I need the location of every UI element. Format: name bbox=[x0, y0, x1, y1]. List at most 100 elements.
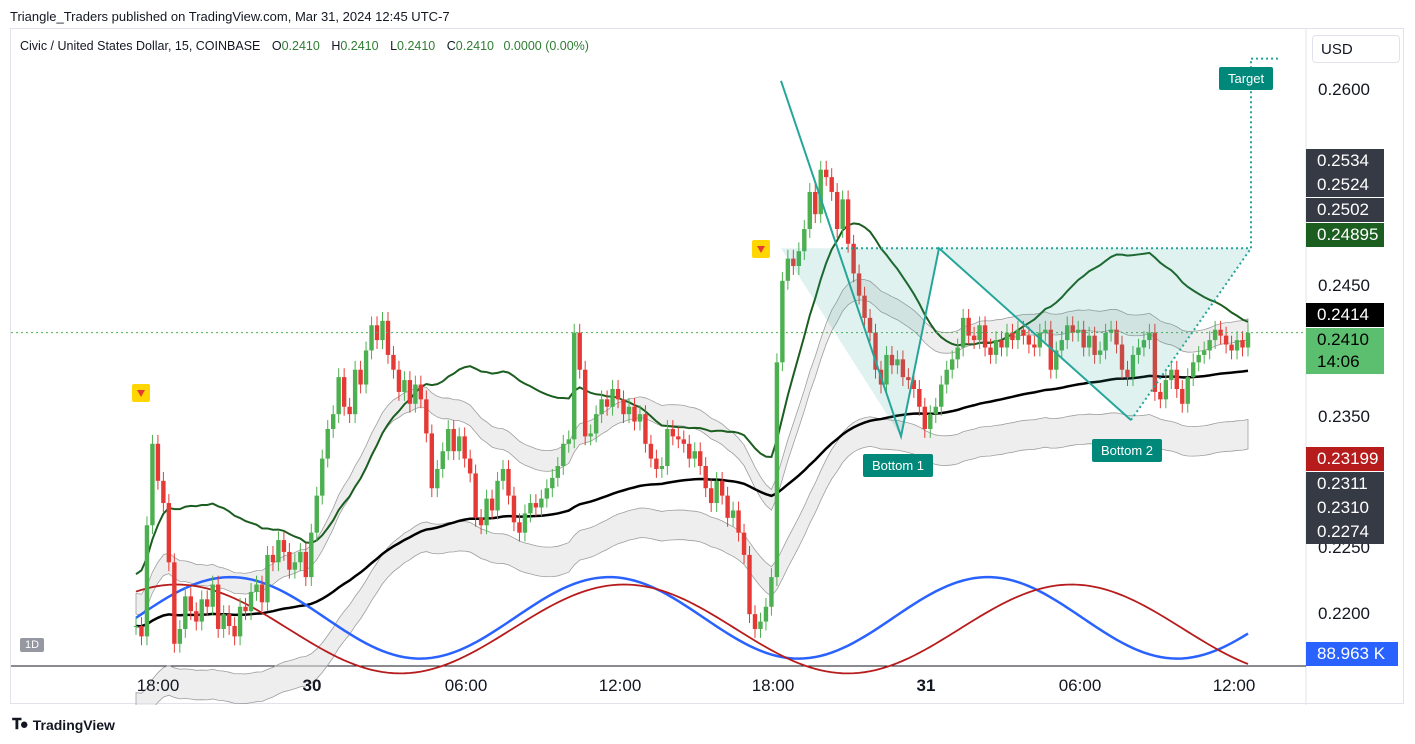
time-tick-label: 06:00 bbox=[1058, 676, 1102, 695]
candle-body bbox=[1048, 329, 1053, 370]
currency-selector[interactable]: USD bbox=[1312, 35, 1400, 63]
candle-body bbox=[281, 540, 287, 552]
candle-body bbox=[856, 273, 862, 296]
candle-body bbox=[561, 443, 566, 467]
candle-body bbox=[199, 599, 204, 622]
candle-body bbox=[1201, 350, 1207, 355]
upper-green-line bbox=[135, 222, 1249, 575]
candle-body bbox=[1163, 380, 1169, 400]
candle-body bbox=[1015, 329, 1021, 341]
candle-body bbox=[1169, 369, 1174, 381]
candle-body bbox=[780, 280, 785, 363]
candle-body bbox=[1119, 344, 1125, 370]
candle-body bbox=[648, 443, 654, 459]
candle-body bbox=[851, 243, 856, 274]
candle-body bbox=[1136, 347, 1141, 355]
candle-body bbox=[643, 414, 648, 444]
candle-body bbox=[391, 354, 396, 370]
candle-body bbox=[582, 369, 588, 437]
candle-body bbox=[796, 251, 802, 267]
candle-body bbox=[615, 388, 621, 400]
candle-body bbox=[1103, 332, 1108, 351]
candle-body bbox=[659, 466, 665, 469]
price-axis-label: 0.2534 bbox=[1306, 149, 1384, 173]
candle-body bbox=[1141, 340, 1147, 348]
symbol-legend: Civic / United States Dollar, 15, COINBA… bbox=[20, 39, 589, 53]
bottom-2-label: Bottom 2 bbox=[1092, 439, 1163, 462]
candle-body bbox=[1092, 335, 1097, 355]
candle-body bbox=[1004, 332, 1010, 348]
candle-body bbox=[347, 406, 352, 415]
candle-body bbox=[599, 399, 604, 415]
candle-body bbox=[1075, 329, 1081, 333]
candle-body bbox=[396, 369, 402, 392]
candle-body bbox=[922, 406, 928, 429]
price-axis-label: 0.24895 bbox=[1306, 223, 1384, 247]
price-axis-label: 14:06 bbox=[1306, 350, 1384, 374]
candle-body bbox=[1191, 362, 1196, 378]
time-tick-label: 06:00 bbox=[444, 676, 488, 695]
candle-body bbox=[1026, 335, 1032, 345]
candle-body bbox=[385, 320, 391, 355]
tradingview-logo-icon: 𝐓● bbox=[12, 716, 29, 733]
close-key: C bbox=[446, 39, 456, 53]
footer-brand-text: TradingView bbox=[32, 716, 115, 733]
candle-body bbox=[205, 599, 210, 607]
candle-body bbox=[873, 332, 878, 370]
candle-body bbox=[730, 510, 736, 518]
candle-body bbox=[1152, 332, 1158, 392]
candle-body bbox=[298, 551, 303, 563]
open-key: O bbox=[271, 39, 282, 53]
candle-body bbox=[144, 525, 150, 637]
candle-body bbox=[270, 554, 276, 563]
candle-body bbox=[341, 377, 347, 407]
low-key: L bbox=[390, 39, 398, 53]
candle-body bbox=[528, 503, 533, 514]
candle-body bbox=[719, 480, 725, 496]
candle-body bbox=[889, 354, 895, 366]
candle-body bbox=[226, 614, 232, 627]
candle-body bbox=[988, 347, 993, 355]
candle-body bbox=[413, 384, 418, 404]
candle-body bbox=[654, 458, 659, 469]
candle-body bbox=[840, 199, 845, 229]
candle-body bbox=[884, 354, 889, 385]
double-bottom-fill bbox=[781, 248, 1251, 437]
candle-body bbox=[626, 406, 632, 415]
low-value: 0.2410 bbox=[397, 39, 436, 53]
candle-body bbox=[966, 317, 971, 336]
candle-body bbox=[566, 439, 571, 444]
time-tick-label: 30 bbox=[302, 676, 322, 695]
candle-body bbox=[1059, 340, 1064, 351]
candle-body bbox=[769, 577, 774, 607]
price-chart[interactable] bbox=[11, 29, 1405, 705]
interval-badge: 1D bbox=[20, 638, 45, 652]
candle-body bbox=[1223, 335, 1229, 345]
candle-body bbox=[845, 199, 851, 244]
candle-body bbox=[741, 532, 747, 555]
candle-body bbox=[577, 332, 582, 370]
candle-body bbox=[955, 347, 960, 360]
candle-body bbox=[676, 436, 681, 440]
candle-body bbox=[539, 498, 544, 508]
candle-body bbox=[774, 362, 780, 578]
candle-body bbox=[917, 388, 922, 407]
candle-body bbox=[352, 369, 358, 415]
candle-body bbox=[1010, 332, 1015, 341]
candle-body bbox=[1174, 369, 1179, 389]
candle-body bbox=[1043, 329, 1048, 333]
candle-body bbox=[993, 340, 999, 355]
candle-body bbox=[999, 340, 1004, 348]
symbol-name[interactable]: Civic / United States Dollar, 15, COINBA… bbox=[20, 39, 261, 53]
double-bottom-pattern-line bbox=[780, 80, 1132, 441]
candle-body bbox=[1234, 340, 1240, 351]
candle-body bbox=[369, 325, 374, 351]
candle-body bbox=[763, 606, 769, 622]
candle-body bbox=[336, 377, 341, 415]
candle-body bbox=[900, 359, 906, 378]
time-tick-label: 18:00 bbox=[751, 676, 795, 695]
candle-body bbox=[928, 414, 933, 429]
candle-body bbox=[1212, 329, 1218, 341]
price-tick-label: 0.2350 bbox=[1318, 407, 1370, 426]
chart-frame[interactable] bbox=[10, 28, 1405, 705]
